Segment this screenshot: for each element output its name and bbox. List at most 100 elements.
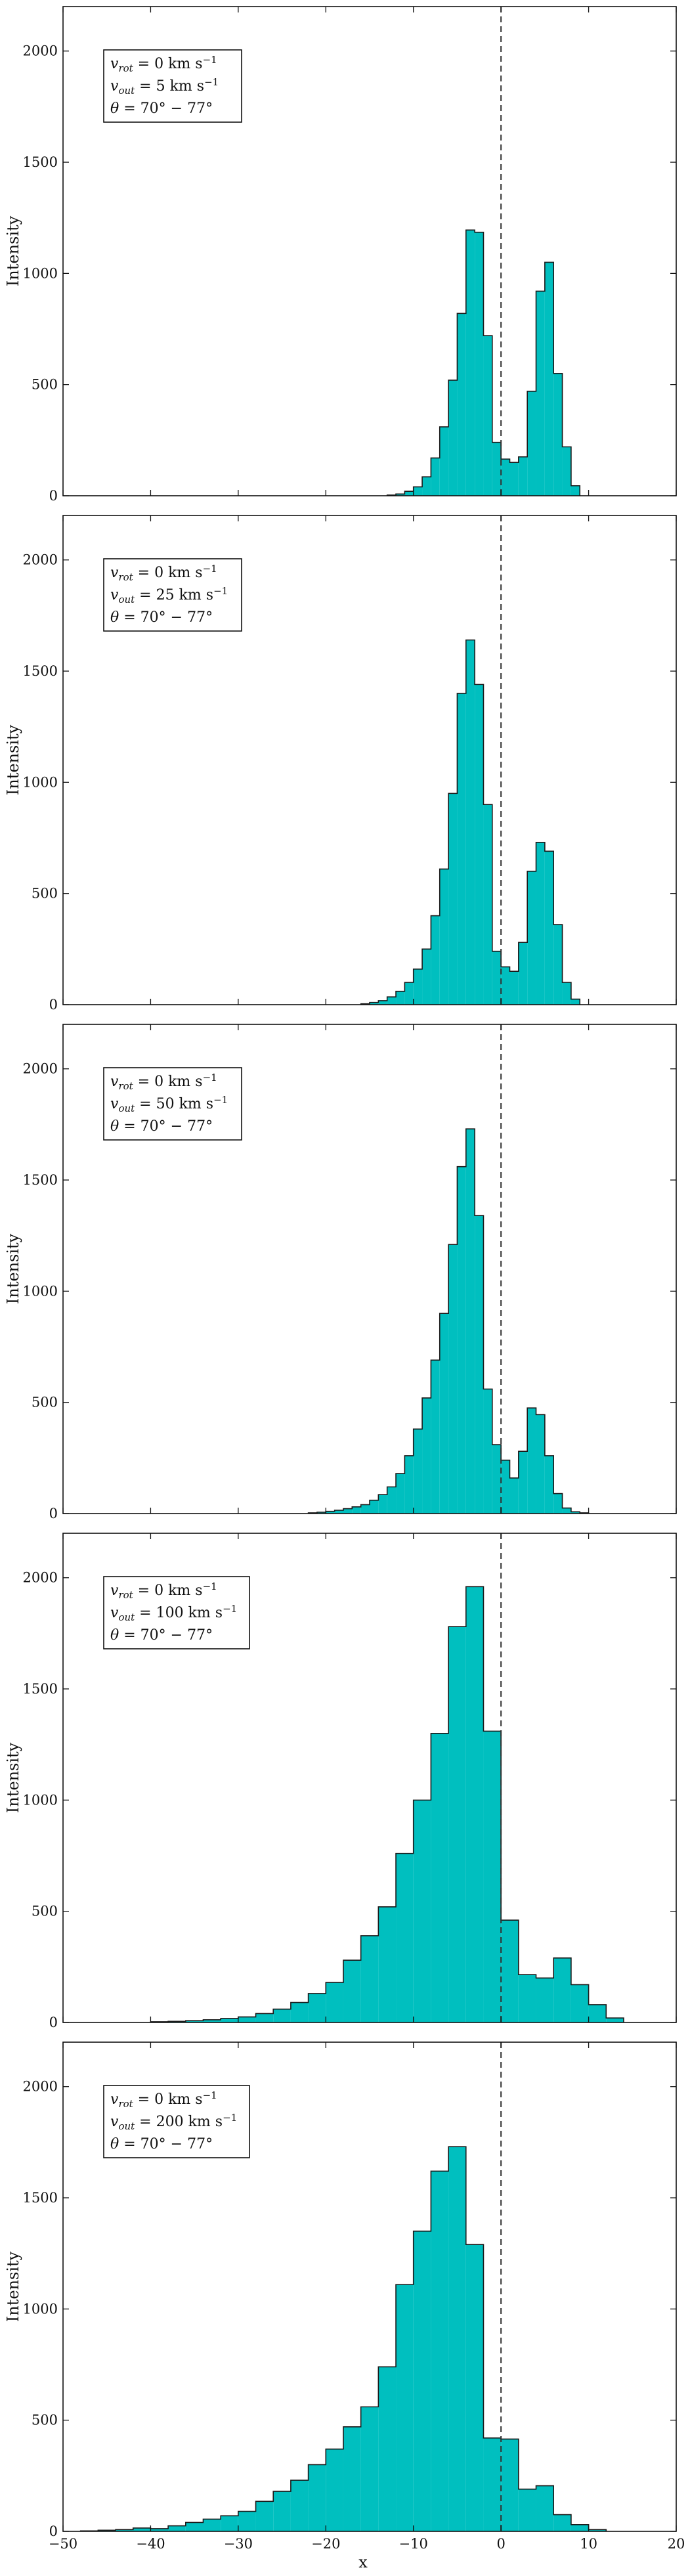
histogram-bar bbox=[378, 1906, 397, 2022]
y-axis-label: Intensity bbox=[4, 1742, 22, 1813]
y-axis-label: Intensity bbox=[4, 724, 22, 795]
histogram-bar bbox=[465, 230, 475, 496]
x-tick-label: 0 bbox=[496, 2536, 505, 2552]
histogram-bar bbox=[475, 684, 484, 1005]
x-tick-label: −30 bbox=[224, 2536, 253, 2552]
histogram-bar bbox=[404, 982, 414, 1005]
histogram-outline bbox=[150, 1586, 624, 2022]
histogram-bar bbox=[544, 1455, 554, 1514]
histogram-bar bbox=[536, 842, 545, 1005]
legend-vout: vout = 100 km s−1 bbox=[110, 1603, 237, 1623]
histogram-bars bbox=[150, 1586, 624, 2022]
legend-vout: vout = 50 km s−1 bbox=[110, 1094, 228, 1114]
histogram-bar bbox=[404, 491, 414, 496]
histogram-bar bbox=[360, 1935, 379, 2022]
histogram-bar bbox=[308, 2464, 326, 2531]
histogram-bar bbox=[343, 2426, 361, 2531]
y-tick-label: 500 bbox=[32, 1904, 58, 1919]
histogram-bars bbox=[360, 640, 580, 1005]
histogram-bar bbox=[378, 1495, 387, 1514]
histogram-bar bbox=[457, 693, 466, 1005]
histogram-bar bbox=[396, 991, 405, 1005]
y-tick-label: 1000 bbox=[23, 1283, 58, 1299]
histogram-bar bbox=[387, 1487, 397, 1514]
y-axis-label: Intensity bbox=[4, 215, 22, 286]
histogram-bar bbox=[98, 2530, 116, 2531]
histogram-bar bbox=[168, 2525, 186, 2531]
y-tick-label: 500 bbox=[32, 886, 58, 902]
histogram-panel-1: 0 500 1000 1500 2000 Intensity vrot = 0 km s−1… bbox=[4, 6, 677, 504]
histogram-bar bbox=[509, 462, 519, 496]
histogram-bars bbox=[308, 1129, 589, 1514]
histogram-bar bbox=[352, 1506, 361, 1514]
histogram-bar bbox=[606, 2018, 624, 2022]
histogram-bar bbox=[255, 2013, 274, 2022]
histogram-bar bbox=[457, 313, 466, 496]
y-tick-label: 0 bbox=[49, 2523, 58, 2539]
histogram-bar bbox=[370, 1002, 379, 1005]
histogram-bar bbox=[221, 2018, 238, 2022]
legend-vrot: vrot = 0 km s−1 bbox=[110, 563, 217, 583]
y-tick-label: 0 bbox=[49, 1506, 58, 1521]
histogram-bar bbox=[221, 2516, 238, 2531]
histogram-bar bbox=[527, 391, 536, 496]
histogram-bar bbox=[465, 1586, 484, 2022]
legend-vrot: vrot = 0 km s−1 bbox=[110, 1072, 217, 1092]
histogram-bar bbox=[273, 2009, 291, 2022]
y-tick-label: 500 bbox=[32, 377, 58, 393]
legend-theta: θ = 70° − 77° bbox=[110, 1627, 213, 1644]
histogram-bar bbox=[203, 2519, 221, 2531]
y-tick-label: 1000 bbox=[23, 2301, 58, 2317]
histogram-bar bbox=[396, 494, 405, 496]
histogram-bar bbox=[527, 1408, 536, 1514]
histogram-bar bbox=[553, 373, 563, 496]
histogram-bar bbox=[465, 2244, 484, 2531]
histogram-bar bbox=[360, 1504, 370, 1514]
histogram-bar bbox=[562, 982, 571, 1005]
histogram-bar bbox=[465, 1129, 475, 1514]
histogram-bar bbox=[431, 458, 440, 496]
histogram-bar bbox=[483, 1731, 502, 2022]
histogram-bar bbox=[422, 949, 431, 1005]
histogram-panel-4: 0 500 1000 1500 2000 Intensity vrot = 0 km s−1… bbox=[4, 1533, 677, 2030]
histogram-bar bbox=[431, 1733, 449, 2022]
y-tick-label: 1500 bbox=[23, 154, 58, 170]
plot-frame bbox=[62, 1533, 677, 2023]
histogram-bar bbox=[439, 1313, 449, 1514]
histogram-bar bbox=[509, 1477, 519, 1514]
legend-theta: θ = 70° − 77° bbox=[110, 100, 213, 117]
histogram-bar bbox=[483, 804, 492, 1005]
histogram-bar bbox=[483, 1389, 492, 1514]
y-tick-label: 2000 bbox=[23, 1061, 58, 1077]
histogram-bar bbox=[518, 456, 528, 496]
histogram-bar bbox=[185, 2020, 204, 2022]
y-tick-label: 0 bbox=[49, 2015, 58, 2030]
plot-frame bbox=[62, 1024, 677, 1514]
histogram-bar bbox=[588, 2004, 607, 2022]
histogram-bar bbox=[326, 1511, 335, 1514]
histogram-bar bbox=[492, 442, 502, 496]
histogram-bar bbox=[448, 793, 458, 1005]
y-tick-label: 1000 bbox=[23, 1792, 58, 1808]
histogram-bar bbox=[518, 2489, 536, 2531]
histogram-bar bbox=[571, 999, 580, 1005]
legend-theta: θ = 70° − 77° bbox=[110, 609, 213, 626]
histogram-bar bbox=[413, 969, 423, 1005]
histogram-bar bbox=[518, 1975, 536, 2022]
histogram-panel-2: 0 500 1000 1500 2000 Intensity vrot = 0 km s−1… bbox=[4, 515, 677, 1013]
histogram-bar bbox=[527, 871, 536, 1005]
histogram-bar bbox=[571, 2524, 589, 2531]
histogram-bar bbox=[501, 967, 510, 1005]
histogram-bar bbox=[448, 1626, 466, 2022]
histogram-bar bbox=[536, 2485, 554, 2531]
legend-box bbox=[103, 558, 242, 632]
histogram-bar bbox=[544, 851, 554, 1005]
histogram-bar bbox=[457, 1166, 466, 1514]
histogram-bar bbox=[404, 1455, 414, 1514]
legend-box bbox=[103, 1576, 250, 1649]
histogram-bar bbox=[387, 997, 397, 1005]
y-tick-label: 2000 bbox=[23, 2079, 58, 2095]
histogram-bar bbox=[133, 2527, 151, 2531]
legend-vrot: vrot = 0 km s−1 bbox=[110, 1581, 217, 1601]
x-tick-label: 10 bbox=[580, 2536, 597, 2552]
